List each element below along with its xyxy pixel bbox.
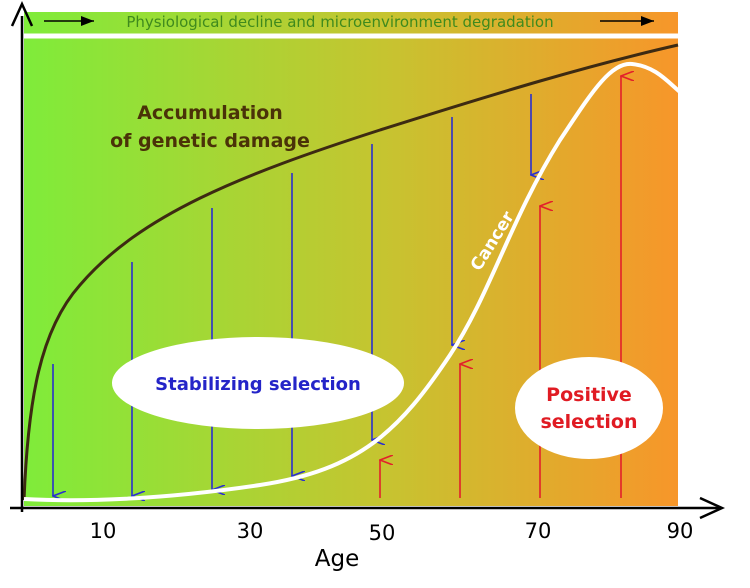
x-axis-label: Age [315, 546, 359, 572]
tick-label-30: 30 [237, 519, 264, 543]
stabilizing-selection-ellipse [112, 337, 404, 429]
genetic-damage-label-line1: Accumulation [137, 102, 283, 124]
positive-selection-ellipse [515, 357, 663, 459]
x-tick-labels: 10 30 50 70 90 [90, 519, 694, 545]
stabilizing-selection-label: Stabilizing selection [155, 374, 361, 395]
banner-text: Physiological decline and microenvironme… [126, 13, 553, 31]
positive-selection-label-line1: Positive [546, 384, 632, 406]
x-axis-arrowhead [699, 496, 726, 520]
genetic-damage-label-line2: of genetic damage [110, 130, 310, 152]
tick-label-90: 90 [667, 519, 694, 543]
y-axis-arrowhead [10, 0, 34, 27]
positive-selection-label-line2: selection [540, 411, 637, 433]
tick-label-50: 50 [369, 521, 396, 545]
genetic-damage-curve [22, 43, 679, 501]
tick-label-70: 70 [525, 519, 552, 543]
tick-label-10: 10 [90, 519, 117, 543]
cancer-curve [23, 61, 682, 503]
